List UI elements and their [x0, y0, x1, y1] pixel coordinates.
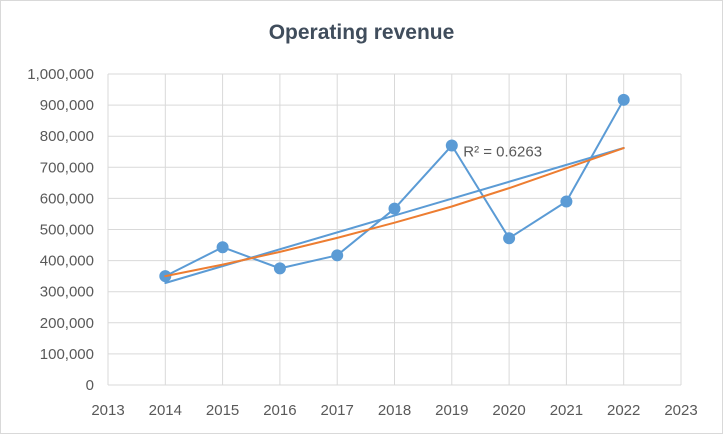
- y-tick-label: 800,000: [40, 128, 94, 145]
- x-tick-label: 2020: [492, 402, 525, 419]
- operating-revenue-point: [388, 202, 401, 215]
- y-tick-label: 100,000: [40, 346, 94, 363]
- x-tick-label: 2023: [664, 402, 697, 419]
- x-tick-label: 2022: [607, 402, 640, 419]
- operating-revenue-point: [273, 262, 286, 275]
- y-tick-label: 500,000: [40, 222, 94, 239]
- y-tick-label: 700,000: [40, 159, 94, 176]
- y-tick-label: 900,000: [40, 97, 94, 114]
- x-tick-label: 2014: [149, 402, 182, 419]
- x-tick-label: 2013: [91, 402, 124, 419]
- y-tick-label: 0: [86, 377, 94, 394]
- x-tick-label: 2019: [435, 402, 468, 419]
- exponential-trendline-line: [164, 147, 625, 278]
- x-tick-label: 2018: [378, 402, 411, 419]
- operating-revenue-point: [331, 249, 344, 262]
- operating-revenue-point: [503, 232, 516, 245]
- y-tick-label: 1,000,000: [27, 66, 94, 83]
- operating-revenue-point: [216, 241, 229, 254]
- x-tick-label: 2017: [321, 402, 354, 419]
- x-tick-label: 2016: [263, 402, 296, 419]
- r-squared-label: R² = 0.6263: [463, 144, 542, 161]
- chart-title: Operating revenue: [268, 21, 455, 44]
- y-tick-label: 300,000: [40, 284, 94, 301]
- y-tick-label: 200,000: [40, 315, 94, 332]
- operating-revenue-point: [445, 139, 458, 152]
- x-tick-label: 2021: [550, 402, 583, 419]
- y-tick-label: 400,000: [40, 253, 94, 270]
- operating-revenue-point: [560, 195, 573, 208]
- y-tick-label: 600,000: [40, 190, 94, 207]
- x-tick-label: 2015: [206, 402, 239, 419]
- operating-revenue-point: [617, 93, 630, 106]
